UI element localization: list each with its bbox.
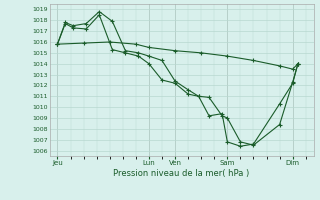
X-axis label: Pression niveau de la mer( hPa ): Pression niveau de la mer( hPa ) [114,169,250,178]
